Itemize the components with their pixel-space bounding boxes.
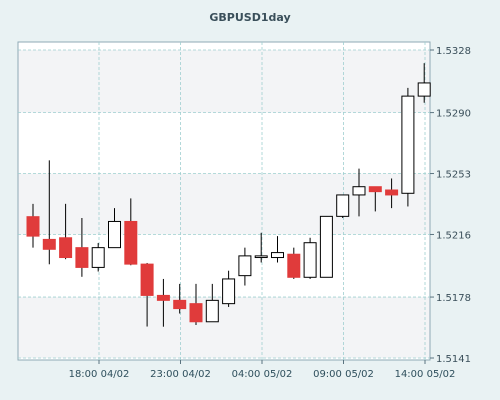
candle (91, 243, 105, 272)
candle (336, 194, 350, 218)
candle-body-down (75, 247, 89, 268)
candle-body-down (156, 294, 170, 301)
candle-body-up (238, 255, 252, 277)
candle (140, 262, 154, 327)
x-tick-label: 04:00 05/02 (232, 369, 293, 380)
y-tick-label: 1.5178 (436, 293, 471, 304)
candle-body-down (124, 220, 138, 265)
y-tick-label: 1.5141 (436, 354, 471, 365)
candle-body-down (173, 299, 187, 310)
candle (238, 247, 252, 286)
candle (42, 160, 56, 265)
candle-body-down (368, 186, 382, 193)
y-tick-label: 1.5253 (436, 170, 471, 181)
candle (352, 168, 366, 217)
candle-body-up (254, 255, 268, 259)
candle (385, 178, 399, 209)
candle-body-down (140, 263, 154, 296)
candle (173, 283, 187, 314)
chart-title: GBPUSD1day (209, 11, 290, 24)
candle (59, 203, 73, 260)
candle (26, 203, 40, 248)
candle (271, 236, 284, 263)
y-band (18, 173, 430, 235)
y-band (18, 297, 430, 358)
candle-body-up (336, 194, 350, 217)
candle (254, 232, 268, 263)
candle (156, 278, 170, 327)
candle-body-up (205, 299, 219, 323)
candle (287, 247, 301, 279)
candle-body-down (287, 253, 301, 278)
candle (303, 237, 317, 279)
y-tick-label: 1.5328 (436, 46, 471, 57)
x-tick-label: 23:00 04/02 (150, 369, 211, 380)
candle-body-up (417, 82, 431, 97)
y-tick-label: 1.5290 (436, 109, 471, 120)
x-tick-label: 09:00 05/02 (313, 369, 374, 380)
candle-body-up (352, 186, 366, 196)
candle-body-up (108, 220, 121, 249)
candle-body-down (26, 216, 40, 237)
candle-body-up (319, 215, 333, 278)
candle-body-up (222, 278, 236, 305)
candle (205, 283, 219, 323)
y-band (18, 50, 430, 113)
candle (75, 218, 89, 277)
candle (189, 283, 203, 326)
candle-body-down (385, 189, 399, 196)
candle (368, 186, 382, 212)
candle-body-down (42, 238, 56, 250)
candle-body-up (401, 95, 415, 194)
x-tick-label: 14:00 05/02 (395, 369, 456, 380)
candle (124, 198, 138, 266)
candle-body-down (189, 303, 203, 323)
candle (108, 208, 121, 249)
candle (222, 270, 236, 307)
x-tick-label: 18:00 04/02 (69, 369, 130, 380)
candle-body-down (59, 237, 73, 259)
candle-body-up (91, 247, 105, 268)
y-tick-label: 1.5216 (436, 230, 471, 241)
candle-body-up (271, 252, 284, 259)
candle (319, 215, 333, 278)
candle (417, 63, 431, 103)
candle (401, 87, 415, 207)
candle-body-up (303, 242, 317, 278)
